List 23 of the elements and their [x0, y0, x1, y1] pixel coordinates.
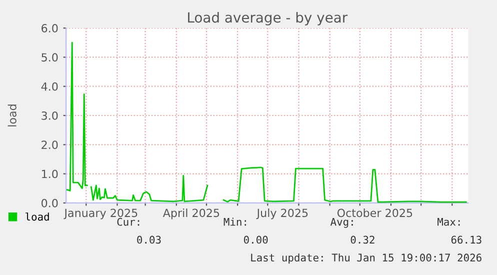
- text: 0.03: [137, 236, 161, 244]
- y-tick-label: 2.0: [42, 140, 58, 150]
- y-tick-label: 4.0: [41, 82, 58, 91]
- text: Cur:: [117, 218, 140, 226]
- y-tick-label: 5.0: [42, 53, 58, 62]
- text: 0.00: [244, 236, 268, 244]
- x-tick-label: July 2025: [256, 208, 308, 220]
- y-axis-title: load: [8, 104, 16, 126]
- x-tick-label: April 2025: [162, 208, 220, 220]
- y-tick-label: 1.0: [42, 170, 58, 178]
- y-tick-label: 3.0: [42, 111, 58, 120]
- text: 0.32: [350, 236, 374, 244]
- x-tick-label: October 2025: [337, 208, 412, 218]
- text: Max:: [438, 218, 460, 226]
- legend-label: load: [26, 212, 49, 221]
- x-tick-label: January 2025: [64, 208, 138, 220]
- text: Last update: Thu Jan 15 19:00:17 2026: [251, 253, 482, 264]
- text: 66.13: [451, 236, 482, 244]
- text: Min:: [224, 218, 246, 226]
- text: Avg:: [330, 218, 353, 228]
- y-tick-label: 0.0: [42, 198, 58, 208]
- y-tick-label: 6.0: [42, 24, 58, 32]
- chart-title: Load average - by year: [188, 12, 348, 26]
